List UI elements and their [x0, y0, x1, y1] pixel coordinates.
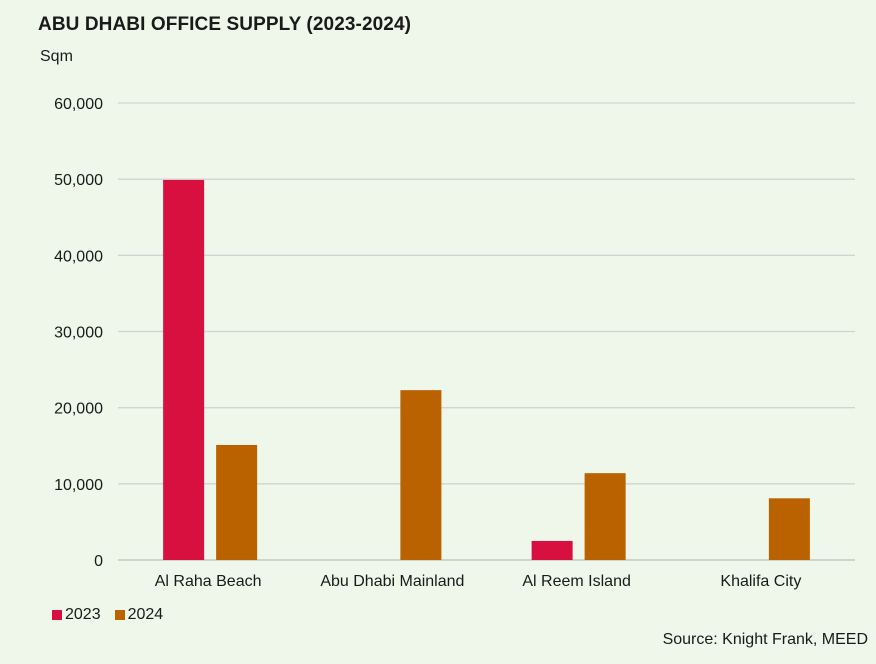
chart-title: ABU DHABI OFFICE SUPPLY (2023-2024) — [38, 14, 412, 35]
bar-2023-al-raha-beach — [163, 179, 205, 560]
bar-2023-al-reem-island — [531, 540, 573, 560]
source-note: Source: Knight Frank, MEED — [662, 631, 868, 648]
legend-label-2024: 2024 — [127, 606, 164, 623]
x-tick-label: Khalifa City — [720, 573, 801, 590]
x-tick-label: Al Reem Island — [522, 573, 631, 590]
bar-2024-al-raha-beach — [216, 444, 258, 560]
legend-item-2023: 2023 — [52, 606, 101, 624]
y-tick-label: 20,000 — [54, 401, 103, 418]
y-tick-label: 0 — [94, 553, 103, 570]
bar-2024-abu-dhabi-mainland — [400, 390, 442, 560]
legend-label-2023: 2023 — [65, 606, 101, 623]
y-tick-label: 10,000 — [54, 477, 103, 494]
x-tick-label: Al Raha Beach — [155, 573, 262, 590]
y-tick-label: 30,000 — [54, 325, 103, 342]
y-tick-label: 40,000 — [54, 248, 103, 265]
bar-2024-khalifa-city — [768, 498, 810, 560]
y-tick-label: 60,000 — [54, 96, 103, 113]
legend-swatch-2023 — [52, 610, 62, 620]
y-tick-label: 50,000 — [54, 172, 103, 189]
legend-swatch-2024 — [114, 610, 125, 620]
legend: 2023 2024 — [52, 606, 163, 624]
y-axis-label: Sqm — [40, 48, 73, 65]
legend-item-2024: 2024 — [114, 606, 164, 624]
x-tick-label: Abu Dhabi Mainland — [320, 573, 464, 590]
bar-2024-al-reem-island — [584, 473, 626, 560]
